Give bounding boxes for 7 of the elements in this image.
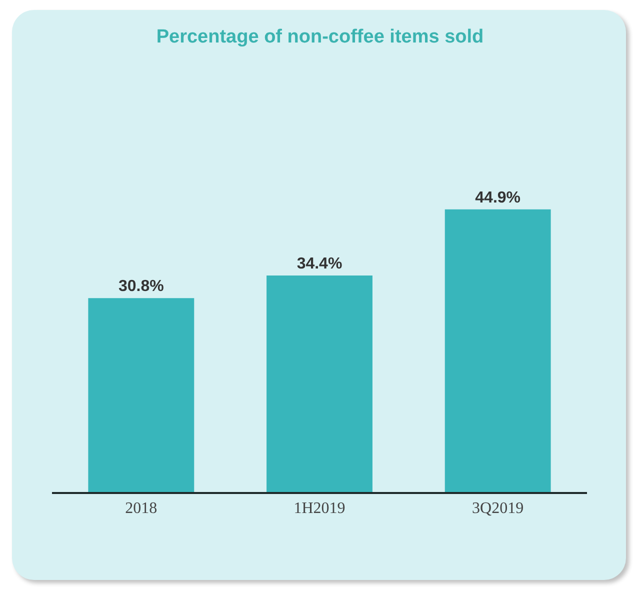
chart-title: Percentage of non-coffee items sold	[156, 26, 484, 48]
x-tick-label: 3Q2019	[472, 500, 524, 518]
x-tick-label: 1H2019	[294, 500, 346, 518]
x-tick-label: 2018	[125, 500, 158, 518]
data-label: 44.9%	[475, 189, 521, 206]
data-label: 34.4%	[296, 255, 342, 272]
data-label: 30.8%	[118, 278, 164, 296]
